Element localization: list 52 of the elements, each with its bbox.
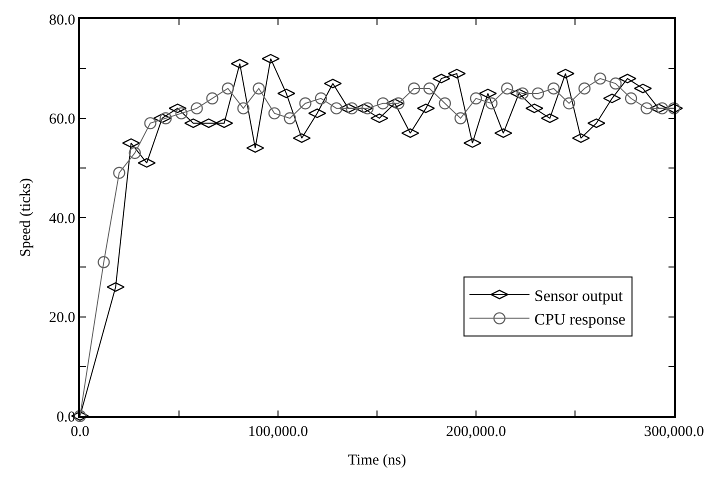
- point: [500, 82, 514, 95]
- y-axis-title: Speed (ticks): [18, 178, 34, 257]
- y-tick-label: 60.0: [49, 112, 76, 128]
- point: [392, 97, 404, 110]
- x-tick-label: 200,000.0: [446, 424, 506, 440]
- point: [284, 112, 296, 124]
- point: [144, 117, 156, 130]
- point: [222, 82, 234, 95]
- x-tick-label: 300,000.0: [644, 424, 704, 440]
- point: [252, 82, 265, 95]
- point: [624, 92, 638, 104]
- point: [113, 166, 126, 179]
- point: [330, 102, 343, 114]
- legend-label: CPU response: [534, 312, 626, 329]
- point: [548, 82, 560, 95]
- legend-label: Sensor output: [534, 288, 624, 305]
- point: [206, 92, 218, 104]
- point: [609, 77, 622, 90]
- point: [160, 112, 172, 124]
- point: [361, 102, 374, 114]
- point: [438, 97, 452, 110]
- point: [562, 97, 576, 110]
- point: [376, 97, 390, 110]
- point: [578, 82, 591, 95]
- point: [175, 107, 188, 120]
- point: [516, 87, 529, 100]
- point: [640, 102, 653, 114]
- y-tick-label: 0.0: [56, 409, 76, 426]
- point: [485, 97, 498, 110]
- point: [346, 102, 358, 114]
- point: [190, 102, 203, 114]
- point: [237, 102, 250, 114]
- point: [532, 87, 544, 100]
- point: [74, 410, 86, 422]
- point: [314, 92, 328, 104]
- point: [656, 102, 668, 114]
- point: [128, 146, 141, 160]
- y-tick-label: 20.0: [49, 310, 76, 326]
- x-tick-label: 100,000.0: [248, 424, 308, 440]
- point: [408, 82, 420, 95]
- point: [594, 72, 606, 85]
- point: [668, 102, 680, 114]
- point: [299, 97, 312, 110]
- point: [98, 256, 110, 268]
- point: [470, 92, 482, 104]
- x-tick-label: 0.0: [70, 424, 90, 440]
- point: [423, 82, 436, 95]
- x-axis-title: Time (ns): [348, 452, 406, 468]
- point: [268, 107, 281, 120]
- y-tick-label: 40.0: [49, 210, 76, 227]
- y-tick-label: 80.0: [49, 12, 76, 28]
- point: [454, 112, 467, 124]
